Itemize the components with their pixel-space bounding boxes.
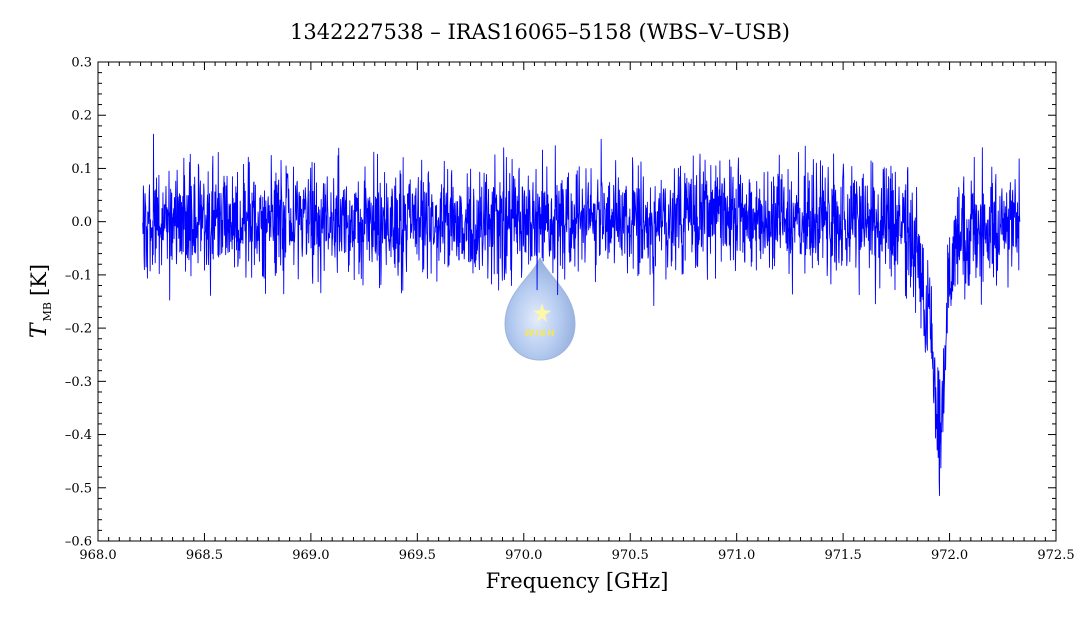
y-tick-label: 0.2	[71, 109, 92, 124]
star-icon	[533, 303, 551, 322]
y-tick-label: –0.5	[65, 481, 92, 496]
y-axis: 0.3 0.2 0.1 0.0 –0.1 –0.2 –0.3 –0.4 –0.5 –0.6	[65, 56, 1056, 550]
x-tick-label: 968.0	[79, 548, 116, 563]
x-tick-label: 972.5	[1037, 548, 1074, 563]
wish-logo-text: WISH	[524, 329, 555, 339]
x-tick-label: 970.5	[612, 548, 649, 563]
x-tick-label: 968.5	[186, 548, 223, 563]
x-tick-label: 971.0	[718, 548, 755, 563]
y-tick-label: –0.1	[65, 268, 92, 283]
y-tick-label: –0.2	[65, 322, 92, 337]
x-tick-label: 971.5	[825, 548, 862, 563]
y-tick-label: 0.0	[71, 215, 92, 230]
x-tick-label: 970.0	[505, 548, 542, 563]
y-axis-label: TMB [K]	[27, 264, 54, 338]
y-tick-label: –0.6	[65, 535, 92, 550]
y-axis-label-sub: MB	[41, 302, 54, 321]
x-axis: 968.0 968.5 969.0 969.5 970.0 970.5 971.0 971.5…	[79, 62, 1075, 563]
y-axis-label-main: T	[27, 321, 52, 338]
x-axis-label: Frequency [GHz]	[486, 569, 669, 593]
y-tick-label: –0.3	[65, 375, 92, 390]
y-axis-label-unit: [K]	[27, 264, 51, 296]
y-tick-label: –0.4	[65, 428, 92, 443]
x-tick-label: 972.0	[931, 548, 968, 563]
x-tick-label: 969.0	[292, 548, 329, 563]
x-tick-label: 969.5	[399, 548, 436, 563]
plot-frame	[97, 61, 1057, 542]
y-tick-label: 0.3	[71, 56, 92, 71]
spectrum-series-line	[142, 133, 1021, 497]
y-tick-label: 0.1	[71, 162, 92, 177]
chart-title: 1342227538 – IRAS16065–5158 (WBS–V–USB)	[290, 20, 790, 44]
